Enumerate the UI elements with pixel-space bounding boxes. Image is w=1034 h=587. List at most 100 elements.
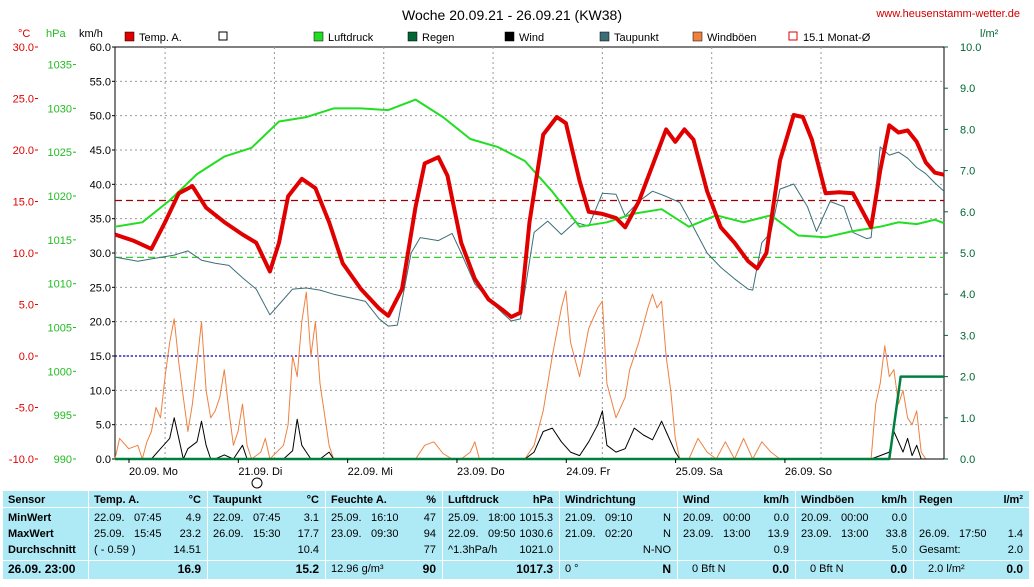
legend-label: Regen (422, 32, 454, 44)
sensor-header: Sensor (8, 494, 46, 506)
hum-max-value: 94 (423, 528, 436, 540)
x-axis-labels: 20.09. Mo 21.09. Di 22.09. Mi 23.09. Do 24.0… (128, 459, 832, 478)
legend-label: Wind (519, 32, 544, 44)
wind-unit-label: km/h (763, 494, 789, 506)
rain_lm2-tick-label: 9.0 (960, 83, 975, 95)
legend-swatch (124, 31, 135, 42)
axis-ticks: 30.0 25.0 20.0 15.0 10.0 5.0 0.0 -5.0 -10.0 1035 1… (9, 42, 982, 466)
stats-col-gust: Windböen km/h 20.09. 00:00 0.0 23.09. 13… (796, 491, 914, 579)
temp_c-tick-label: 5.0 (19, 300, 34, 312)
stats-col-dew: Taupunkt °C 22.09. 07:45 3.1 26.09. 15:3… (208, 491, 326, 579)
temp-min-date: 22.09. (94, 512, 125, 524)
wind_kmh-tick-label: 25.0 (90, 282, 111, 294)
wind-max-date: 23.09. (683, 528, 714, 540)
legend-label: Taupunkt (614, 32, 659, 44)
rain-total-value: 2.0 (1007, 544, 1023, 556)
rain-today: 2.0 l/m² (928, 563, 965, 575)
rain-current-value: 0.0 (1006, 562, 1023, 576)
temp_c-tick-label: 20.0 (13, 145, 34, 157)
stats-col-humidity: Feuchte A. % 25.09. 16:10 47 23.09. 09:3… (326, 491, 443, 579)
pressure_hpa-tick-label: 990 (54, 454, 72, 466)
hum-max-time: 09:30 (371, 528, 399, 540)
time-marker-icon[interactable] (251, 477, 263, 489)
temp_c-tick-label: 25.0 (13, 94, 34, 106)
rain_lm2-tick-label: 3.0 (960, 330, 975, 342)
wdir-avg-value: N-NO (642, 544, 671, 556)
x-axis-label: 20.09. Mo (129, 466, 178, 478)
pressure_hpa-tick-label: 1010 (48, 279, 72, 291)
press-avg-value: 1021.0 (519, 544, 553, 556)
pressure_hpa-tick-label: 1000 (48, 366, 72, 378)
pressure_hpa-tick-label: 1020 (48, 191, 72, 203)
chart-title: Woche 20.09.21 - 26.09.21 (KW38) (402, 7, 622, 23)
legend-swatch (599, 31, 610, 42)
wdir-max-time: 02:20 (605, 528, 633, 540)
press-min-date: 25.09. (448, 512, 479, 524)
current-time: 26.09. 23:00 (8, 562, 76, 576)
pressure_hpa-tick-label: 1025 (48, 147, 72, 159)
stats-separator-top (3, 507, 1029, 508)
website-link[interactable]: www.heusenstamm-wetter.de (875, 8, 1020, 20)
wind-max-value: 13.9 (767, 528, 789, 540)
dew-min-date: 22.09. (213, 512, 244, 524)
temp-header: Temp. A. (94, 494, 140, 506)
wind-min-value: 0.0 (773, 512, 789, 524)
wind-bft: 0 Bft N (692, 563, 726, 575)
hum-min-date: 25.09. (331, 512, 362, 524)
wind-unit: km/h (79, 28, 103, 40)
stats-col-sensor: Sensor MinWert MaxWert Durchschnitt 26.0… (3, 491, 89, 579)
x-axis-label: 25.09. Sa (676, 466, 724, 478)
wind_kmh-tick-label: 60.0 (90, 42, 111, 54)
chart-legend: Temp. A. Luftdruck Regen Wind Taupunkt Windbö… (124, 31, 871, 44)
temp-min-time: 07:45 (134, 512, 162, 524)
rain-unit-label: l/m² (1003, 494, 1023, 506)
temp_c-tick-label: -5.0 (15, 403, 34, 415)
temp-deviation: ( - 0.59 ) (94, 544, 136, 556)
press-header: Luftdruck (448, 494, 499, 506)
press-current-value: 1017.3 (516, 562, 553, 576)
rain_lm2-tick-label: 4.0 (960, 289, 975, 301)
wind_kmh-tick-label: 20.0 (90, 317, 111, 329)
wdir-header: Windrichtung (565, 494, 636, 506)
hum-unit-label: % (426, 494, 436, 506)
gust-bft: 0 Bft N (810, 563, 844, 575)
rain-header: Regen (919, 494, 953, 506)
pressure_hpa-tick-label: 1030 (48, 103, 72, 115)
x-axis-label: 24.09. Fr (566, 466, 610, 478)
gust-max-time: 13:00 (841, 528, 869, 540)
rain_lm2-tick-label: 1.0 (960, 413, 975, 425)
wdir-max-date: 21.09. (565, 528, 596, 540)
avg-label: Durchschnitt (8, 544, 76, 556)
dew-header: Taupunkt (213, 494, 262, 506)
hum-min-value: 47 (423, 512, 436, 524)
wind-min-time: 00:00 (723, 512, 751, 524)
legend-label: Temp. A. (139, 32, 182, 44)
rain-max-value: 1.4 (1007, 528, 1023, 540)
rain_lm2-tick-label: 5.0 (960, 248, 975, 260)
wind_kmh-tick-label: 45.0 (90, 145, 111, 157)
wind-max-time: 13:00 (723, 528, 751, 540)
wind_kmh-tick-label: 35.0 (90, 214, 111, 226)
rain_lm2-tick-label: 2.0 (960, 372, 975, 384)
gust-max-value: 33.8 (885, 528, 907, 540)
legend-swatch (407, 31, 418, 42)
hum-max-date: 23.09. (331, 528, 362, 540)
legend-label: Windböen (707, 32, 757, 44)
data-series (114, 98, 945, 461)
series-line-temp-a- (114, 113, 945, 319)
temp-max-time: 15:45 (134, 528, 162, 540)
stats-col-pressure: Luftdruck hPa 25.09. 18:00 1015.3 22.09.… (443, 491, 560, 579)
legend-swatch (218, 31, 228, 41)
gust-current-value: 0.0 (890, 562, 907, 576)
stats-col-temp: Temp. A. °C 22.09. 07:45 4.9 25.09. 15:4… (89, 491, 208, 579)
press-max-time: 09:50 (488, 528, 516, 540)
wind_kmh-tick-label: 0.0 (96, 454, 111, 466)
rain_lm2-tick-label: 6.0 (960, 207, 975, 219)
rain-max-date: 26.09. (919, 528, 950, 540)
wind_kmh-tick-label: 15.0 (90, 351, 111, 363)
temp-unit: °C (18, 28, 30, 40)
wdir-min-date: 21.09. (565, 512, 596, 524)
temp_c-tick-label: 0.0 (19, 351, 34, 363)
dew-min-time: 07:45 (253, 512, 281, 524)
legend-label: 15.1 Monat-Ø (803, 32, 871, 44)
